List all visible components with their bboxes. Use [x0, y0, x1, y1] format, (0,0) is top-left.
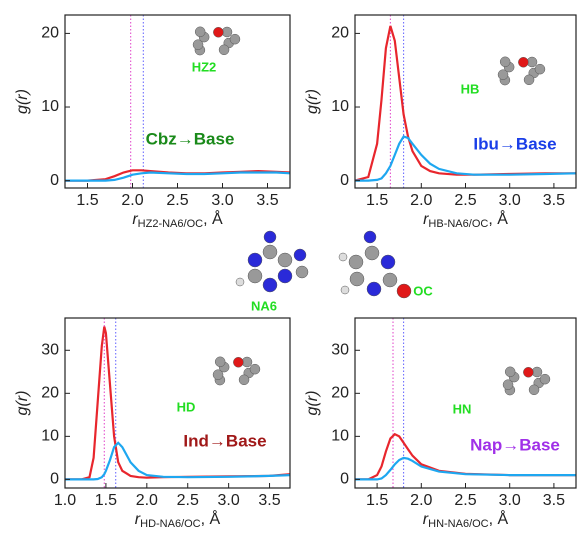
atom-label: HD [177, 399, 196, 414]
molecule [503, 367, 550, 395]
x-axis-label: rHB-NA6/OC, Å [423, 209, 508, 230]
x-tick-label: 2.0 [121, 192, 143, 209]
x-tick-label: 3.5 [543, 492, 565, 509]
annotation: Ind→Base [183, 431, 266, 450]
atom-label: HB [461, 81, 480, 96]
x-tick-label: 2.5 [177, 492, 199, 509]
y-tick-label: 0 [50, 471, 59, 488]
x-tick-label: 3.0 [499, 492, 521, 509]
y-tick-label: 10 [331, 428, 349, 445]
x-tick-label: 1.5 [95, 492, 117, 509]
x-tick-label: 1.5 [366, 492, 388, 509]
y-tick-label: 30 [41, 341, 59, 358]
x-label-unit: , Å [489, 509, 509, 528]
atom [500, 57, 510, 67]
annotation: Nap→Base [470, 435, 560, 454]
y-tick-label: 20 [331, 385, 349, 402]
atom-label: HZ2 [192, 59, 217, 74]
y-tick-label: 0 [340, 471, 349, 488]
atom [195, 27, 205, 37]
atom [524, 75, 534, 85]
x-label-subscript: HZ2-NA6/OC [138, 218, 203, 230]
x-axis-label: rHZ2-NA6/OC, Å [132, 209, 223, 230]
x-axis-label: rHD-NA6/OC, Å [135, 509, 221, 530]
x-tick-label: 2.0 [410, 192, 432, 209]
atom [233, 357, 243, 367]
atom [213, 27, 223, 37]
x-tick-label: 3.5 [543, 192, 565, 209]
y-tick-label: 10 [41, 428, 59, 445]
atom [535, 64, 545, 74]
x-tick-label: 3.5 [256, 192, 278, 209]
x-tick-label: 1.5 [76, 192, 98, 209]
y-tick-label: 20 [331, 25, 349, 42]
atom-label: HN [453, 401, 472, 416]
molecule [213, 357, 260, 385]
molecule [498, 57, 545, 85]
molecule [193, 27, 240, 55]
x-tick-label: 2.5 [166, 192, 188, 209]
y-tick-label: 10 [41, 98, 59, 115]
x-label-subscript: HB-NA6/OC [428, 218, 488, 230]
y-axis-label: g(r) [14, 89, 31, 114]
x-tick-label: 3.0 [211, 192, 233, 209]
x-tick-label: 3.5 [258, 492, 280, 509]
x-tick-label: 2.0 [410, 492, 432, 509]
atom [239, 375, 249, 385]
x-label-unit: , Å [203, 209, 223, 228]
x-tick-label: 2.5 [454, 492, 476, 509]
x-tick-label: 2.5 [454, 192, 476, 209]
x-label-subscript: HD-NA6/OC [140, 518, 201, 530]
y-tick-label: 30 [331, 341, 349, 358]
center-molecules [236, 231, 411, 298]
y-axis-label: g(r) [14, 391, 31, 416]
atom [215, 357, 225, 367]
x-tick-label: 1.0 [54, 492, 76, 509]
x-tick-label: 3.0 [499, 192, 521, 209]
x-axis-label: rHN-NA6/OC, Å [423, 509, 509, 530]
y-axis-label: g(r) [304, 391, 321, 416]
annotation: Ibu→Base [473, 134, 556, 153]
y-tick-label: 0 [50, 172, 59, 189]
atom-label: NA6 [251, 298, 277, 313]
x-tick-label: 2.0 [136, 492, 158, 509]
atom [523, 367, 533, 377]
x-tick-label: 3.0 [218, 492, 240, 509]
atom-label: OC [413, 283, 433, 298]
atom [219, 45, 229, 55]
data-line [355, 458, 576, 480]
atom [230, 34, 240, 44]
y-tick-label: 10 [331, 98, 349, 115]
atom [540, 374, 550, 384]
atom [250, 364, 260, 374]
plot-frame [65, 15, 290, 188]
atom [518, 57, 528, 67]
y-tick-label: 0 [340, 172, 349, 189]
data-line [355, 26, 576, 181]
x-label-unit: , Å [201, 509, 221, 528]
atom [529, 385, 539, 395]
atom [505, 367, 515, 377]
y-axis-label: g(r) [304, 89, 321, 114]
x-tick-label: 1.5 [366, 192, 388, 209]
annotation: Cbz→Base [146, 129, 235, 148]
x-label-unit: , Å [488, 209, 508, 228]
y-tick-label: 20 [41, 385, 59, 402]
figure: NA6 OC 1.5 2.0 2.5 3.0 3.5 0 10 20 rHZ2-NA6/OC, … [0, 0, 577, 534]
x-label-subscript: HN-NA6/OC [428, 518, 489, 530]
y-tick-label: 20 [41, 25, 59, 42]
